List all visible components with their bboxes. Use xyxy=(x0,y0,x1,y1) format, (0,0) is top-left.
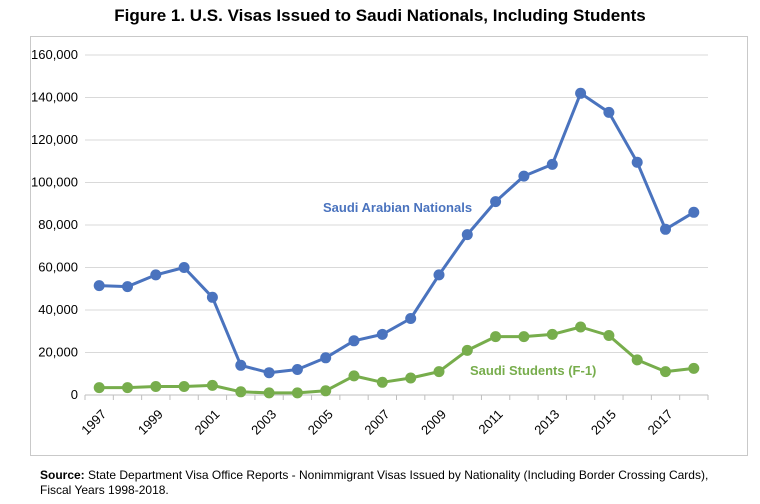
data-point-students xyxy=(93,382,105,394)
y-tick-label: 80,000 xyxy=(38,217,78,232)
series-line-nationals xyxy=(99,91,695,375)
y-tick-label: 20,000 xyxy=(38,345,78,360)
data-point-nationals xyxy=(405,313,417,324)
y-tick-label: 120,000 xyxy=(31,132,78,147)
x-tick-label: 2001 xyxy=(191,407,222,438)
data-point-nationals xyxy=(433,269,445,281)
data-point-students xyxy=(178,381,190,392)
x-tick-label: 2003 xyxy=(248,407,279,438)
data-point-students xyxy=(122,382,133,394)
y-tick-label: 100,000 xyxy=(31,175,78,190)
y-tick-label: 0 xyxy=(71,387,78,402)
data-point-students xyxy=(546,328,558,340)
chart-frame xyxy=(30,36,748,456)
data-point-nationals xyxy=(376,328,388,340)
data-point-students xyxy=(150,381,162,392)
data-point-nationals xyxy=(320,352,332,364)
data-point-nationals xyxy=(518,170,530,182)
y-tick-label: 60,000 xyxy=(38,260,78,275)
series-points xyxy=(93,87,700,399)
data-point-nationals xyxy=(122,281,133,293)
data-point-nationals xyxy=(575,87,587,99)
series-lines xyxy=(99,91,695,395)
y-tick-labels: 0 20,000 40,000 60,000 80,000 100,000 120,000 1… xyxy=(31,47,78,402)
data-point-nationals xyxy=(291,364,303,375)
x-tick-label: 1997 xyxy=(78,407,109,438)
x-tick-label: 2009 xyxy=(418,407,449,438)
data-point-nationals xyxy=(150,269,162,281)
data-point-students xyxy=(405,372,417,384)
data-point-students xyxy=(433,366,445,378)
x-tick-label: 2015 xyxy=(588,407,619,438)
data-point-students xyxy=(461,344,473,356)
data-point-students xyxy=(206,379,218,391)
data-point-nationals xyxy=(178,262,190,273)
data-point-nationals xyxy=(93,280,105,292)
data-point-students xyxy=(660,366,671,378)
source-text: State Department Visa Office Reports - N… xyxy=(40,468,709,497)
data-point-students xyxy=(688,362,700,374)
data-point-students xyxy=(235,386,247,398)
x-tick-label: 2005 xyxy=(305,407,336,438)
x-tick-label: 2007 xyxy=(361,407,392,438)
data-point-students xyxy=(490,331,502,343)
x-tick-label: 2017 xyxy=(645,407,676,438)
data-point-students xyxy=(376,376,388,388)
data-point-nationals xyxy=(461,229,473,241)
axes xyxy=(84,394,709,400)
x-tick-label: 2011 xyxy=(475,407,505,437)
y-tick-label: 140,000 xyxy=(31,90,78,105)
series-label-students: Saudi Students (F-1) xyxy=(470,363,596,378)
x-tick-labels: 1997 1999 2001 2003 2005 2007 2009 2011 2013 2015… xyxy=(78,407,675,438)
x-tick-label: 2013 xyxy=(531,407,562,438)
data-point-nationals xyxy=(631,156,643,168)
data-point-students xyxy=(320,385,332,397)
data-point-nationals xyxy=(235,359,247,371)
data-point-nationals xyxy=(206,291,218,303)
chart-title: Figure 1. U.S. Visas Issued to Saudi Nat… xyxy=(114,6,646,25)
x-tick-label: 1999 xyxy=(135,407,166,438)
data-point-nationals xyxy=(603,106,615,118)
source-note: Source: State Department Visa Office Rep… xyxy=(40,468,740,498)
data-point-students xyxy=(263,387,275,399)
series-line-students xyxy=(99,325,694,395)
data-point-nationals xyxy=(660,223,671,235)
data-point-nationals xyxy=(490,196,502,208)
data-point-nationals xyxy=(546,158,558,170)
data-point-nationals xyxy=(263,367,275,379)
source-label: Source: xyxy=(40,468,85,482)
series-label-nationals: Saudi Arabian Nationals xyxy=(323,200,472,215)
data-point-students xyxy=(291,387,303,399)
data-point-nationals xyxy=(348,335,360,347)
data-point-students xyxy=(518,331,530,343)
data-point-students xyxy=(631,354,643,366)
data-point-nationals xyxy=(688,206,700,218)
data-point-students xyxy=(348,370,360,382)
data-point-students xyxy=(575,321,587,333)
data-point-students xyxy=(603,330,615,341)
y-tick-label: 40,000 xyxy=(38,302,78,317)
y-tick-label: 160,000 xyxy=(31,47,78,62)
